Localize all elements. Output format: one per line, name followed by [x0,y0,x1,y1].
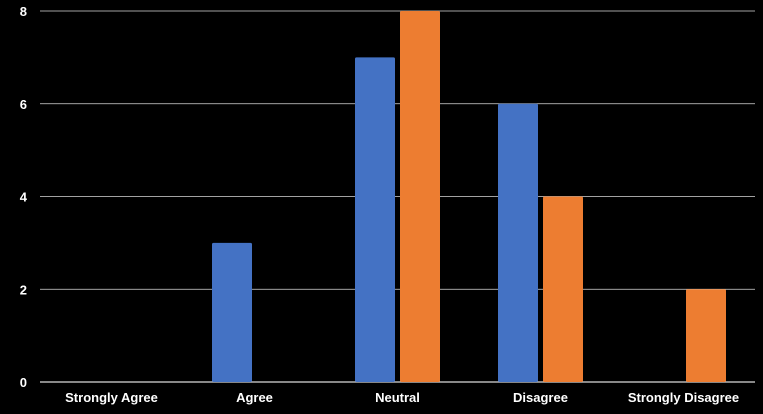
x-category-label: Strongly Agree [65,390,158,405]
x-category-label: Strongly Disagree [628,390,739,405]
bar-series2-disagree [543,196,583,382]
x-category-label: Disagree [513,390,568,405]
y-tick-label: 6 [20,97,27,112]
bar-series1-neutral [355,57,395,382]
x-category-label: Agree [236,390,273,405]
y-tick-label: 4 [20,190,28,205]
y-tick-label: 2 [20,282,27,297]
bar-series1-disagree [498,103,538,382]
bar-series1-agree [212,242,252,382]
x-axis-category-labels: Strongly Agree Agree Neutral Disagree Strong… [65,390,739,405]
y-tick-label: 0 [20,375,27,390]
x-category-label: Neutral [375,390,420,405]
bar-series2-strongly-disagree [686,289,726,382]
bars [212,11,726,382]
gridlines [40,10,755,383]
y-tick-label: 8 [20,4,27,19]
y-axis-tick-labels: 0 2 4 6 8 [20,4,28,390]
bar-series2-neutral [400,11,440,382]
